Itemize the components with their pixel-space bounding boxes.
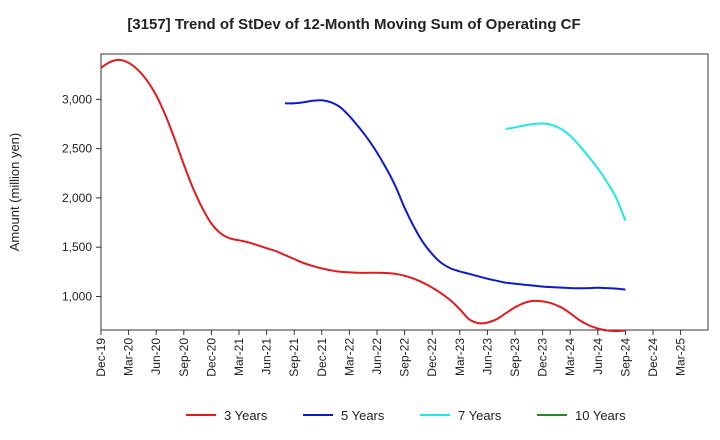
x-axis: Dec-19 Mar-20 Jun-20 Sep-20 Dec-20 Mar-21 Jun-… — [94, 330, 688, 377]
x-tick-label: Dec-19 — [94, 338, 108, 377]
x-tick-label: Mar-20 — [122, 338, 136, 376]
y-axis: 1,000 1,500 2,000 2,500 3,000 — [62, 92, 101, 303]
legend-label-10-years: 10 Years — [575, 408, 626, 423]
series-line-7-years — [505, 122, 627, 221]
x-tick-label: Sep-24 — [618, 338, 632, 377]
x-tick-label: Sep-20 — [177, 338, 191, 377]
x-tick-label: Jun-21 — [260, 338, 274, 375]
x-tick-label: Sep-21 — [287, 338, 301, 377]
y-tick-label: 1,500 — [62, 240, 92, 254]
y-axis-label: Amount (million yen) — [7, 133, 22, 252]
legend-label-3-years: 3 Years — [224, 408, 268, 423]
y-tick-label: 3,000 — [62, 92, 92, 106]
series-line-5-years — [284, 99, 626, 291]
x-tick-label: Jun-22 — [370, 338, 384, 375]
x-tick-label: Dec-22 — [425, 338, 439, 377]
x-tick-label: Mar-22 — [342, 338, 356, 376]
y-tick-label: 2,500 — [62, 142, 92, 156]
x-tick-label: Dec-20 — [204, 338, 218, 377]
x-tick-label: Jun-23 — [480, 338, 494, 375]
x-tick-label: Mar-25 — [674, 338, 688, 376]
x-tick-label: Dec-23 — [536, 338, 550, 377]
chart-title: [3157] Trend of StDev of 12-Month Moving… — [127, 16, 580, 33]
legend-label-7-years: 7 Years — [458, 408, 502, 423]
legend: 3 Years 5 Years 7 Years 10 Years — [186, 408, 626, 423]
x-tick-label: Mar-21 — [232, 338, 246, 376]
series-lines — [100, 58, 627, 332]
x-tick-label: Mar-24 — [563, 338, 577, 376]
x-tick-label: Sep-22 — [398, 338, 412, 377]
x-tick-label: Jun-20 — [149, 338, 163, 375]
x-tick-label: Mar-23 — [453, 338, 467, 376]
series-line-3-years — [100, 58, 626, 332]
y-tick-label: 1,000 — [62, 289, 92, 303]
x-tick-label: Dec-21 — [315, 338, 329, 377]
x-tick-label: Dec-24 — [646, 338, 660, 377]
legend-label-5-years: 5 Years — [341, 408, 385, 423]
y-tick-label: 2,000 — [62, 191, 92, 205]
x-tick-label: Sep-23 — [508, 338, 522, 377]
x-tick-label: Jun-24 — [591, 338, 605, 375]
